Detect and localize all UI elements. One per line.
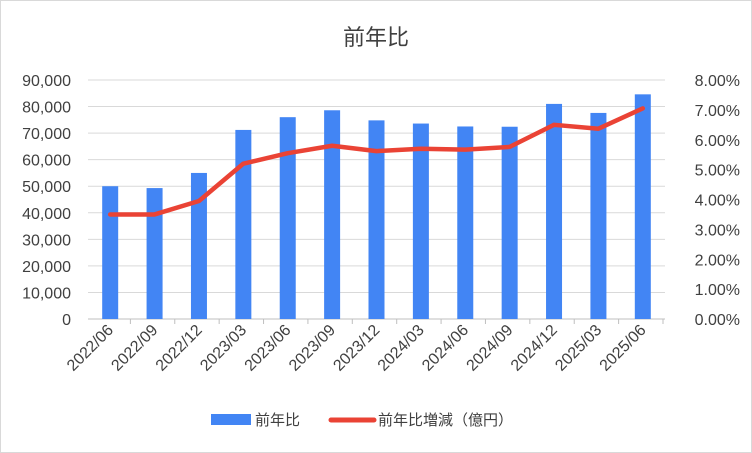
left-tick-label: 20,000	[22, 259, 71, 276]
x-tick-label: 2022/06	[64, 322, 117, 375]
x-tick-label: 2024/09	[464, 322, 517, 375]
x-tick-label: 2025/03	[552, 322, 605, 375]
left-tick-label: 50,000	[22, 179, 71, 196]
left-tick-label: 90,000	[22, 73, 71, 90]
bar	[501, 126, 518, 319]
legend-line-label: 前年比増減（億円）	[378, 411, 513, 429]
right-tick-label: 8.00%	[695, 73, 740, 90]
bar	[190, 172, 207, 319]
x-tick-label: 2023/12	[330, 322, 383, 375]
legend-bar-swatch	[211, 414, 251, 425]
x-tick-label: 2023/03	[197, 322, 250, 375]
bar-series	[102, 94, 651, 320]
legend: 前年比 前年比増減（億円）	[211, 411, 513, 429]
x-tick-label: 2023/09	[286, 322, 339, 375]
chart-title: 前年比	[343, 26, 409, 51]
bar	[412, 123, 429, 319]
legend-bar-label: 前年比	[255, 411, 300, 429]
left-tick-label: 0	[62, 312, 71, 329]
right-tick-label: 0.00%	[695, 312, 740, 329]
bar	[235, 129, 252, 319]
left-tick-label: 40,000	[22, 206, 71, 223]
bar	[368, 120, 385, 319]
line-series	[107, 106, 646, 217]
right-tick-label: 4.00%	[695, 193, 740, 210]
x-tick-label: 2024/12	[508, 322, 561, 375]
left-axis-ticks: 0 10,000 20,000 30,000 40,000 50,000 60,000 70,…	[22, 73, 71, 329]
x-axis-ticks: 2022/062022/092022/122023/032023/062023/…	[64, 319, 664, 375]
left-tick-label: 60,000	[22, 153, 71, 170]
bar	[457, 126, 474, 319]
x-tick-label: 2022/09	[108, 322, 161, 375]
right-tick-label: 1.00%	[695, 282, 740, 299]
x-tick-label: 2024/03	[375, 322, 428, 375]
bar	[146, 188, 163, 319]
right-tick-label: 7.00%	[695, 103, 740, 120]
right-axis-ticks: 0.00% 1.00% 2.00% 3.00% 4.00% 5.00% 6.00% 7.00%…	[695, 73, 740, 329]
x-tick-label: 2025/06	[597, 322, 650, 375]
bar	[546, 103, 563, 320]
right-tick-label: 5.00%	[695, 163, 740, 180]
bar	[590, 112, 607, 319]
bar	[102, 186, 119, 319]
right-tick-label: 6.00%	[695, 133, 740, 150]
left-tick-label: 70,000	[22, 126, 71, 143]
bar	[324, 110, 341, 319]
left-tick-label: 10,000	[22, 285, 71, 302]
bar	[634, 94, 651, 319]
left-tick-label: 30,000	[22, 232, 71, 249]
x-tick-label: 2023/06	[242, 322, 295, 375]
x-tick-label: 2024/06	[419, 322, 472, 375]
right-tick-label: 2.00%	[695, 252, 740, 269]
x-tick-label: 2022/12	[153, 322, 206, 375]
gridlines	[88, 79, 665, 320]
left-tick-label: 80,000	[22, 100, 71, 117]
series-line	[107, 106, 646, 217]
bar	[279, 117, 296, 319]
right-tick-label: 3.00%	[695, 222, 740, 239]
